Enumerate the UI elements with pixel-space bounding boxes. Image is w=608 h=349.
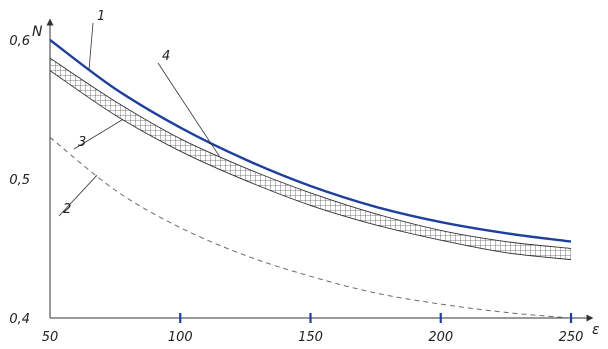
curve-label-3: 3 — [78, 135, 86, 150]
curve-label-leader — [157, 62, 220, 157]
y-tick-label: 0,5 — [9, 173, 30, 188]
series-line-1 — [49, 39, 572, 243]
curve-label-leader — [58, 175, 98, 217]
series-line-band-upper — [49, 57, 572, 249]
curve-label-2: 2 — [63, 202, 71, 217]
curve-label-1: 1 — [97, 9, 105, 24]
x-tick-label: 250 — [559, 330, 584, 345]
x-tick-label: 200 — [428, 330, 453, 345]
x-tick-label: 150 — [298, 330, 323, 345]
series-layer — [49, 39, 572, 319]
x-tick-label: 100 — [168, 330, 193, 345]
tick-layer: 50 100 150 200 250 0,4 0,5 0,6 ε N — [9, 24, 600, 345]
curve-label-layer: 1 2 3 4 — [58, 9, 220, 217]
series-line-band-lower — [49, 70, 572, 261]
curve-label-leader — [88, 22, 94, 70]
y-tick-label: 0,6 — [9, 34, 30, 49]
y-axis-label: N — [32, 24, 43, 40]
crosshatch-band — [50, 58, 571, 260]
x-axis-label: ε — [592, 322, 600, 338]
y-tick-label: 0,4 — [9, 312, 30, 327]
curve-label-4: 4 — [162, 49, 170, 64]
series-line-2 — [49, 136, 572, 319]
crosshatch-band-layer — [50, 58, 571, 260]
axes-layer — [46, 18, 594, 322]
x-tick-label: 50 — [42, 330, 59, 345]
curve-label-leader — [73, 119, 124, 150]
